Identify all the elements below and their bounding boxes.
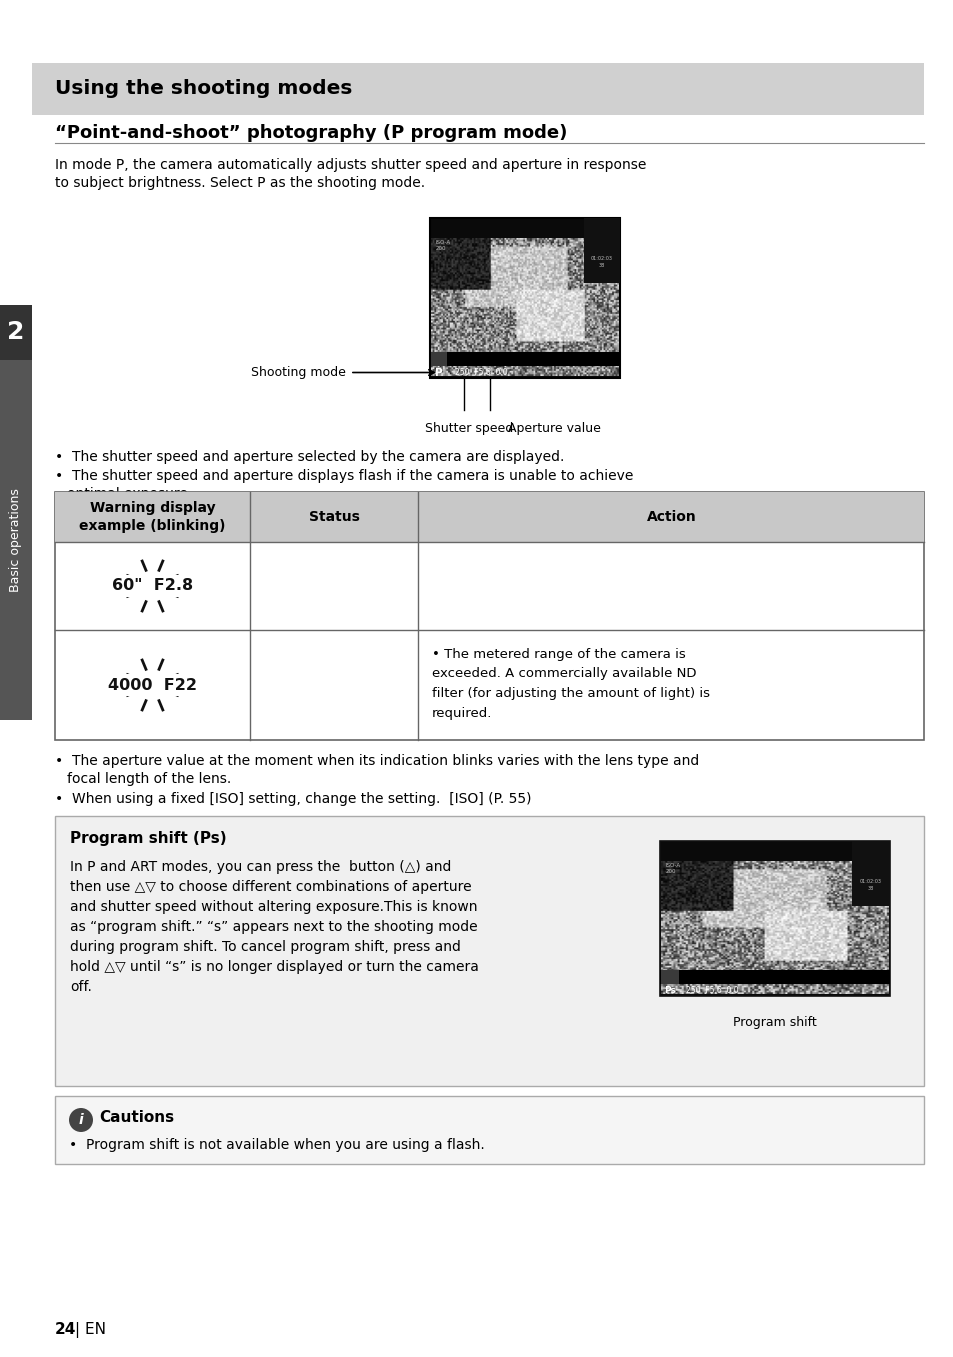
Text: The subject is too
bright.: The subject is too bright. <box>273 668 395 702</box>
Bar <box>55 1096 923 1164</box>
Bar <box>32 62 923 115</box>
Text: •  When using a fixed [ISO] setting, change the setting.  [ISO] (P. 55): • When using a fixed [ISO] setting, chan… <box>55 792 531 806</box>
Text: i: i <box>78 1113 83 1128</box>
Text: | EN: | EN <box>75 1322 106 1338</box>
Bar <box>659 970 889 984</box>
Text: and shutter speed without altering exposure.This is known: and shutter speed without altering expos… <box>70 900 477 915</box>
Text: Program shift (Ps): Program shift (Ps) <box>70 830 227 845</box>
Text: •  The shutter speed and aperture displays flash if the camera is unable to achi: • The shutter speed and aperture display… <box>55 470 633 483</box>
Text: •  The aperture value at the moment when its indication blinks varies with the l: • The aperture value at the moment when … <box>55 754 699 768</box>
Text: optimal exposure.: optimal exposure. <box>67 487 193 501</box>
Text: In mode P, the camera automatically adjusts shutter speed and aperture in respon: In mode P, the camera automatically adju… <box>55 157 646 172</box>
Bar <box>430 351 619 366</box>
Text: Shutter speed: Shutter speed <box>424 422 513 436</box>
Text: 2: 2 <box>8 320 25 345</box>
Text: Program shift: Program shift <box>732 1016 816 1029</box>
Text: The subject is too
dark.: The subject is too dark. <box>273 569 395 603</box>
Text: • The metered range of the camera is: • The metered range of the camera is <box>432 649 685 661</box>
Text: filter (for adjusting the amount of light) is: filter (for adjusting the amount of ligh… <box>432 687 709 700</box>
Bar <box>431 351 447 366</box>
Text: P: P <box>435 368 442 377</box>
Text: •  The shutter speed and aperture selected by the camera are displayed.: • The shutter speed and aperture selecte… <box>55 451 564 464</box>
Text: 250  F5.6  0.0: 250 F5.6 0.0 <box>685 987 738 995</box>
Text: 01:02:03
38: 01:02:03 38 <box>590 256 613 267</box>
Bar <box>659 841 889 996</box>
Text: Basic operations: Basic operations <box>10 489 23 592</box>
Text: 24: 24 <box>55 1323 76 1338</box>
Text: 4000  F22: 4000 F22 <box>108 677 196 692</box>
Text: required.: required. <box>432 707 492 719</box>
Text: off.: off. <box>70 980 91 993</box>
Text: Cautions: Cautions <box>99 1110 174 1125</box>
Bar <box>55 816 923 1086</box>
Text: 250  F5.6  0.0: 250 F5.6 0.0 <box>455 368 507 377</box>
Text: 01:02:03
38: 01:02:03 38 <box>859 879 882 890</box>
Circle shape <box>69 1109 92 1132</box>
Text: then use △▽ to choose different combinations of aperture: then use △▽ to choose different combinat… <box>70 879 471 894</box>
Text: • Use the flash.: • Use the flash. <box>432 579 539 593</box>
Bar <box>660 970 679 984</box>
Text: In P and ART modes, you can press the  button (△) and: In P and ART modes, you can press the bu… <box>70 860 451 874</box>
Bar <box>430 218 619 379</box>
Text: Shooting mode: Shooting mode <box>251 366 346 379</box>
Text: Aperture value: Aperture value <box>507 422 600 436</box>
Text: Warning display
example (blinking): Warning display example (blinking) <box>79 501 226 533</box>
Text: during program shift. To cancel program shift, press and: during program shift. To cancel program … <box>70 940 460 954</box>
Text: ISO-A
200: ISO-A 200 <box>665 863 680 874</box>
Text: 60"  F2.8: 60" F2.8 <box>112 578 193 593</box>
Text: hold △▽ until “s” is no longer displayed or turn the camera: hold △▽ until “s” is no longer displayed… <box>70 959 478 974</box>
Text: Ps: Ps <box>663 987 676 995</box>
Bar <box>0 360 32 721</box>
Text: as “program shift.” “s” appears next to the shooting mode: as “program shift.” “s” appears next to … <box>70 920 477 934</box>
Bar <box>851 841 889 906</box>
Bar <box>55 493 923 541</box>
Text: to subject brightness. Select P as the shooting mode.: to subject brightness. Select P as the s… <box>55 176 425 190</box>
Bar <box>55 493 923 740</box>
Text: Action: Action <box>646 510 696 524</box>
Text: Using the shooting modes: Using the shooting modes <box>55 80 352 99</box>
Text: Status: Status <box>308 510 359 524</box>
Text: “Point-and-shoot” photography (P program mode): “Point-and-shoot” photography (P program… <box>55 123 567 142</box>
Text: exceeded. A commercially available ND: exceeded. A commercially available ND <box>432 668 696 680</box>
Text: focal length of the lens.: focal length of the lens. <box>67 772 231 786</box>
Bar <box>0 305 32 360</box>
Bar <box>583 218 619 284</box>
Text: ISO-A
200: ISO-A 200 <box>436 240 451 251</box>
Text: •  Program shift is not available when you are using a flash.: • Program shift is not available when yo… <box>69 1139 484 1152</box>
